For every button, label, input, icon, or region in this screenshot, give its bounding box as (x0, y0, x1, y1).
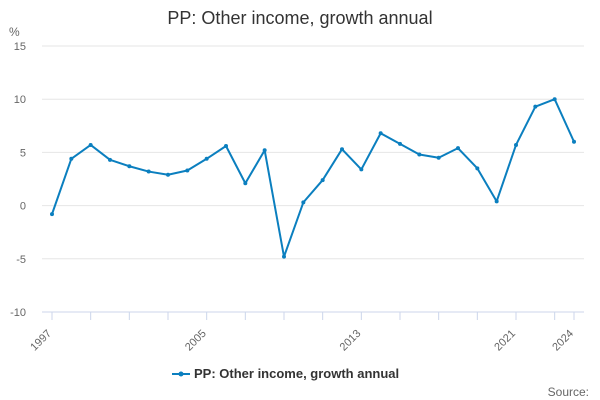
x-tick-label: 2005 (183, 328, 209, 354)
chart-title: PP: Other income, growth annual (167, 8, 432, 28)
data-point-2014[interactable] (378, 131, 383, 136)
data-point-1999[interactable] (88, 142, 93, 147)
y-tick-label: -10 (10, 307, 26, 319)
data-point-2017[interactable] (436, 155, 441, 160)
data-point-2013[interactable] (359, 167, 364, 172)
x-tick-label: 1997 (28, 328, 54, 354)
data-point-2005[interactable] (204, 156, 209, 161)
data-point-2010[interactable] (301, 200, 306, 205)
y-tick-label: 5 (20, 147, 26, 159)
data-point-2016[interactable] (417, 152, 422, 157)
x-tick-label: 2024 (550, 328, 576, 354)
x-ticks: 1997 2005 2013 2021 2024 (28, 312, 576, 353)
legend-label: PP: Other income, growth annual (194, 366, 399, 381)
y-tick-label: 0 (20, 201, 26, 213)
series-line (51, 98, 575, 258)
data-point-2023[interactable] (552, 97, 557, 102)
data-point-1997[interactable] (50, 212, 54, 217)
legend[interactable]: PP: Other income, growth annual (172, 366, 399, 381)
data-point-2001[interactable] (127, 164, 132, 169)
data-point-2018[interactable] (456, 146, 460, 151)
data-point-2011[interactable] (320, 178, 325, 183)
x-tick-label: 2021 (492, 328, 518, 354)
data-point-2012[interactable] (340, 147, 344, 152)
data-point-2003[interactable] (166, 172, 170, 177)
source-label: Source: (548, 385, 589, 399)
data-point-2019[interactable] (475, 166, 480, 171)
series-layer (50, 97, 576, 259)
data-point-2004[interactable] (185, 168, 190, 173)
data-point-2015[interactable] (398, 141, 402, 146)
data-point-2020[interactable] (494, 199, 499, 204)
x-tick-label: 2013 (338, 328, 364, 354)
data-point-2008[interactable] (262, 148, 267, 153)
data-point-2021[interactable] (514, 142, 518, 147)
y-axis-unit: % (9, 25, 20, 39)
data-point-1998[interactable] (69, 156, 74, 161)
y-tick-label: 10 (14, 94, 26, 106)
y-tick-label: -5 (16, 254, 26, 266)
data-point-2006[interactable] (224, 144, 228, 149)
data-point-2024[interactable] (572, 139, 576, 144)
data-point-2022[interactable] (533, 104, 538, 109)
legend-marker-swatch (178, 371, 184, 377)
data-point-2000[interactable] (108, 157, 112, 162)
y-grid (42, 45, 584, 260)
data-point-2007[interactable] (243, 181, 248, 186)
y-tick-labels: -10 -5 0 5 10 15 (10, 41, 26, 319)
data-point-2002[interactable] (146, 169, 151, 174)
data-point-2009[interactable] (282, 254, 286, 259)
y-tick-label: 15 (14, 41, 26, 53)
